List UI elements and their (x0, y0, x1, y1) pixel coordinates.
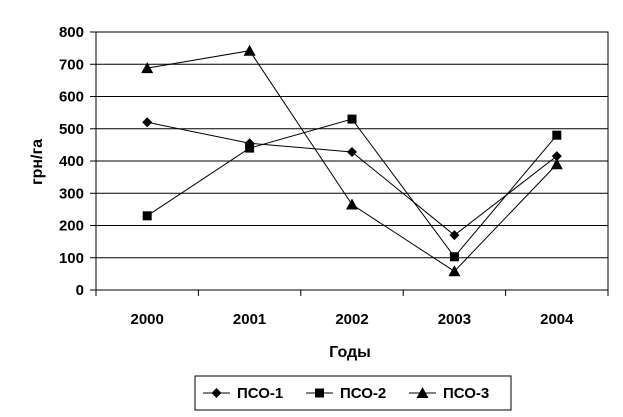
legend-marker-3 (416, 387, 429, 398)
x-tick-label: 2003 (438, 311, 471, 328)
legend-item-3: ПСО-3 (409, 385, 489, 402)
legend-marker-1 (211, 388, 222, 398)
data-point-2-2 (245, 143, 255, 153)
data-point-1-5 (551, 151, 562, 162)
data-point-3-2 (243, 44, 256, 56)
data-point-1-1 (142, 117, 153, 128)
legend-label-1: ПСО-1 (237, 385, 283, 402)
data-point-1-4 (449, 230, 460, 241)
series-2 (142, 114, 562, 262)
data-point-2-4 (449, 252, 459, 262)
x-axis-title: Годы (329, 344, 371, 361)
x-tick-label: 2000 (131, 311, 164, 328)
x-tick-label: 2001 (233, 311, 266, 328)
series-3 (141, 44, 563, 277)
data-point-2-3 (347, 114, 357, 124)
y-tick-label: 700 (59, 56, 84, 73)
data-point-3-4 (448, 265, 461, 277)
data-point-1-3 (347, 146, 357, 157)
y-tick-label: 300 (59, 185, 84, 202)
y-tick-label: 0 (76, 282, 84, 299)
legend-label-2: ПСО-2 (340, 385, 386, 402)
data-point-2-1 (142, 211, 152, 221)
grid-layer (95, 31, 609, 291)
x-tick-label: 2002 (335, 311, 368, 328)
label-layer: 0 100 200 300 400 500 600 700 800 2000 2001 2002 200… (59, 24, 574, 328)
y-tick-label: 800 (59, 24, 84, 41)
y-tick-label: 100 (59, 250, 84, 267)
legend-label-3: ПСО-3 (443, 385, 489, 402)
axis-layer (90, 31, 609, 296)
y-tick-label: 400 (59, 153, 84, 170)
x-tick-label: 2004 (540, 311, 574, 328)
data-point-3-1 (141, 62, 154, 74)
data-point-3-3 (346, 198, 358, 210)
legend-marker-2 (315, 388, 324, 398)
y-tick-label: 500 (59, 121, 84, 138)
data-point-3-5 (550, 158, 563, 170)
legend-item-1: ПСО-1 (203, 385, 283, 402)
legend-box (194, 375, 512, 411)
data-point-2-5 (552, 130, 562, 140)
legend: ПСО-1 ПСО-2 ПСО-3 (194, 375, 512, 411)
y-axis-title: грн/га (29, 139, 46, 185)
y-tick-label: 200 (59, 218, 84, 235)
y-tick-label: 600 (59, 89, 84, 106)
series-layer (141, 44, 563, 277)
legend-item-2: ПСО-2 (306, 385, 386, 402)
